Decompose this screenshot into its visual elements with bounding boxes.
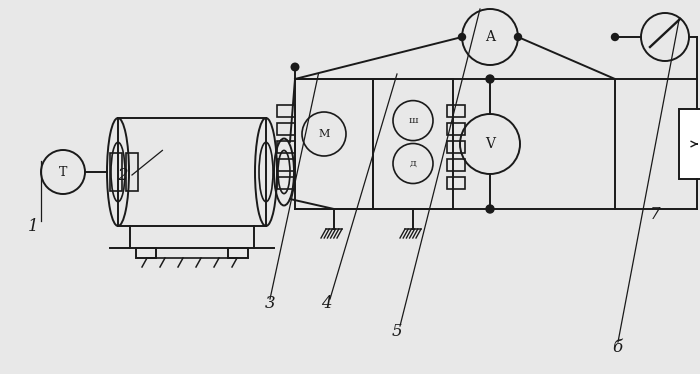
Bar [136,248,156,258]
Bar [110,153,122,191]
Bar [277,159,295,171]
Text: 5: 5 [392,324,402,340]
Bar [373,79,453,209]
Text: V: V [485,137,495,151]
Bar [295,79,373,209]
Text: б: б [612,338,622,356]
Text: Д: Д [410,159,416,168]
Text: 7: 7 [650,205,660,223]
Bar [679,109,700,179]
Text: 1: 1 [28,218,38,234]
Bar [277,105,295,117]
Bar [277,123,295,135]
Text: 3: 3 [265,295,275,313]
Bar [126,153,138,191]
Bar [277,141,295,153]
Text: Ш: Ш [408,117,418,125]
Bar [447,141,465,153]
Circle shape [612,34,619,40]
Bar [447,105,465,117]
Circle shape [291,64,298,71]
Bar [228,248,248,258]
Text: 2: 2 [117,166,127,184]
Text: 4: 4 [321,295,331,313]
Circle shape [486,75,494,83]
Circle shape [458,34,466,40]
Circle shape [486,205,494,213]
Bar [447,177,465,189]
Circle shape [514,34,522,40]
Bar [447,123,465,135]
Bar [118,118,266,226]
Bar [447,159,465,171]
Text: M: M [318,129,330,139]
Text: T: T [59,166,67,178]
Bar [277,177,295,189]
Text: A: A [485,30,495,44]
